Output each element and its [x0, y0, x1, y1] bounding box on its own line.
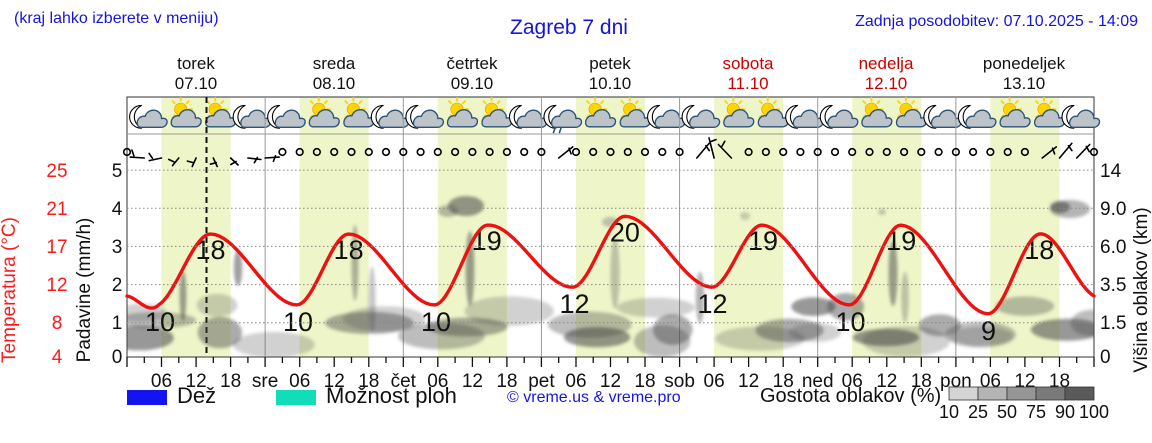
- svg-text:12: 12: [462, 371, 483, 392]
- svg-text:1: 1: [112, 313, 123, 334]
- svg-text:06: 06: [289, 371, 310, 392]
- svg-text:0: 0: [1100, 347, 1111, 368]
- svg-text:10: 10: [421, 307, 451, 337]
- svg-text:90: 90: [1055, 402, 1075, 422]
- svg-text:četrtek: četrtek: [446, 54, 498, 73]
- svg-text:50: 50: [997, 402, 1017, 422]
- svg-text:12: 12: [738, 371, 759, 392]
- svg-text:19: 19: [472, 226, 502, 256]
- svg-text:petek: petek: [589, 54, 631, 73]
- svg-text:sreda: sreda: [313, 54, 356, 73]
- svg-text:8: 8: [52, 313, 63, 334]
- svg-text:2: 2: [112, 275, 123, 296]
- svg-text:9.0: 9.0: [1100, 199, 1126, 220]
- svg-text:nedelja: nedelja: [859, 54, 914, 73]
- svg-text:1.5: 1.5: [1100, 313, 1126, 334]
- svg-text:3.5: 3.5: [1100, 275, 1126, 296]
- svg-text:25: 25: [968, 402, 988, 422]
- svg-text:08.10: 08.10: [313, 74, 356, 93]
- svg-text:12.10: 12.10: [865, 74, 908, 93]
- svg-text:75: 75: [1026, 402, 1046, 422]
- svg-text:Možnost ploh: Možnost ploh: [326, 383, 457, 408]
- svg-text:Višina oblakov (km): Višina oblakov (km): [1131, 207, 1152, 372]
- svg-text:11.10: 11.10: [727, 74, 768, 93]
- svg-text:Dež: Dež: [177, 383, 216, 408]
- svg-text:9: 9: [981, 316, 996, 346]
- svg-text:sobota: sobota: [722, 54, 774, 73]
- svg-text:10: 10: [283, 307, 313, 337]
- svg-text:ponedeljek: ponedeljek: [983, 54, 1066, 73]
- svg-text:Temperatura (°C): Temperatura (°C): [0, 217, 20, 363]
- svg-text:6.0: 6.0: [1100, 237, 1126, 258]
- svg-text:torek: torek: [177, 54, 215, 73]
- svg-text:09.10: 09.10: [451, 74, 494, 93]
- svg-text:10.10: 10.10: [589, 74, 632, 93]
- svg-text:4: 4: [52, 347, 63, 368]
- svg-text:14: 14: [1100, 161, 1122, 182]
- svg-text:10: 10: [145, 307, 175, 337]
- svg-text:07.10: 07.10: [175, 74, 218, 93]
- svg-text:12: 12: [559, 289, 589, 319]
- svg-text:0: 0: [112, 347, 123, 368]
- svg-text:10: 10: [835, 307, 865, 337]
- svg-text:5: 5: [112, 161, 123, 182]
- svg-text:4: 4: [112, 199, 123, 220]
- svg-text:06: 06: [151, 371, 172, 392]
- svg-text:100: 100: [1079, 402, 1109, 422]
- svg-text:Gostota oblakov (%): Gostota oblakov (%): [760, 385, 941, 407]
- svg-text:17: 17: [46, 237, 67, 258]
- svg-text:3: 3: [112, 237, 123, 258]
- svg-text:12: 12: [697, 289, 727, 319]
- svg-text:10: 10: [939, 402, 959, 422]
- svg-text:sre: sre: [252, 371, 278, 392]
- svg-text:25: 25: [46, 161, 67, 182]
- svg-text:13.10: 13.10: [1003, 74, 1046, 93]
- svg-text:18: 18: [220, 371, 241, 392]
- svg-text:Padavine (mm/h): Padavine (mm/h): [74, 218, 95, 363]
- svg-text:21: 21: [46, 199, 67, 220]
- svg-text:12: 12: [46, 275, 67, 296]
- svg-text:06: 06: [704, 371, 725, 392]
- svg-text:© vreme.us & vreme.pro: © vreme.us & vreme.pro: [507, 389, 681, 406]
